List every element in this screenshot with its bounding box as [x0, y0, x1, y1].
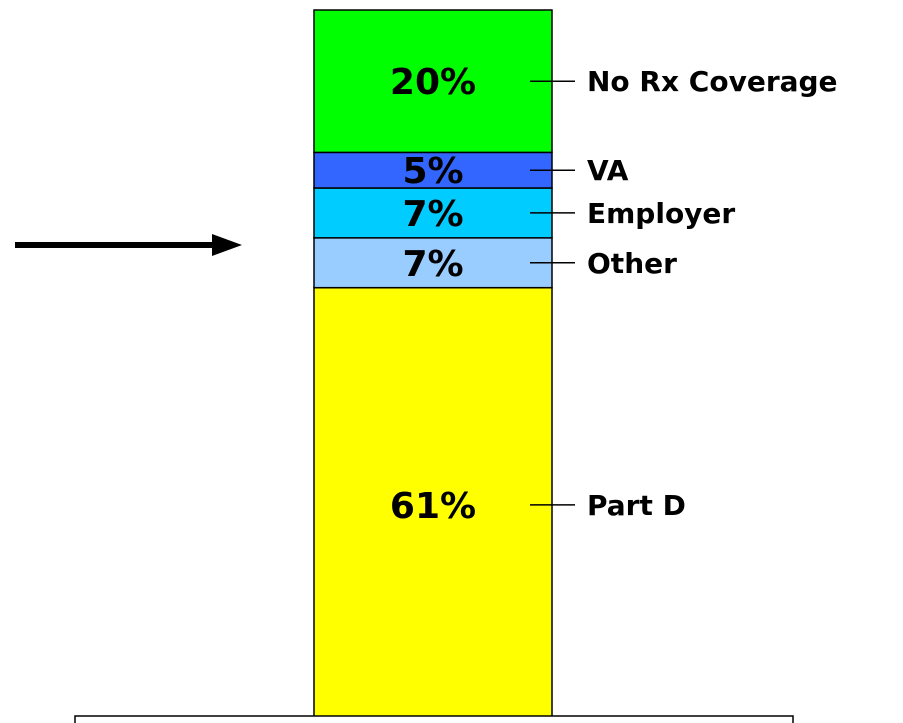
series-label: Part D: [587, 489, 686, 522]
value-label: 20%: [390, 62, 476, 103]
series-label: Other: [587, 247, 677, 280]
caption-box: [74, 715, 794, 723]
series-label: VA: [587, 154, 629, 187]
series-label: No Rx Coverage: [587, 65, 838, 98]
value-label: 7%: [402, 194, 463, 235]
bar-segment: [313, 9, 553, 154]
arrow-head: [212, 234, 242, 256]
value-label: 7%: [402, 244, 463, 285]
value-label: 5%: [402, 151, 463, 192]
bar-segment: [313, 286, 553, 723]
value-label: 61%: [390, 486, 476, 527]
bar-segment: [313, 237, 553, 289]
series-label: Employer: [587, 197, 735, 230]
bar-stack: [313, 9, 553, 723]
